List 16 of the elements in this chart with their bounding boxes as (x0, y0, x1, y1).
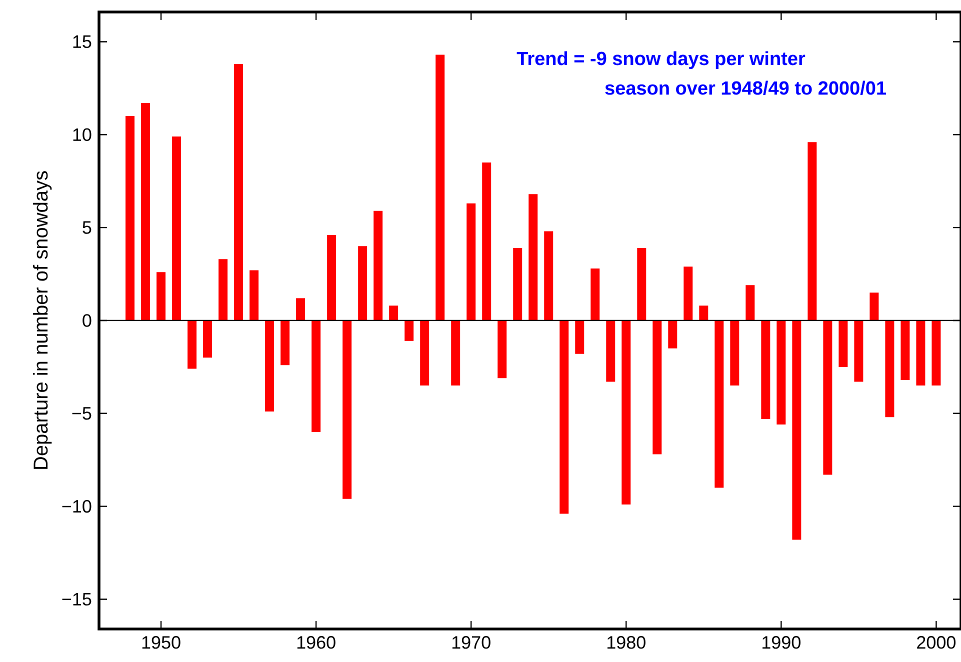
annotation: season over 1948/49 to 2000/01 (605, 80, 886, 95)
y-tick-label: −15 (62, 592, 92, 606)
x-tick-label: 1960 (297, 636, 336, 649)
y-tick-label: 5 (82, 221, 92, 234)
y-tick-label: −5 (72, 407, 92, 420)
y-tick-label: 0 (82, 314, 92, 327)
y-tick-label: −10 (62, 500, 92, 513)
x-tick-label: 2000 (917, 636, 956, 649)
x-tick-label: 1980 (607, 636, 646, 649)
y-tick-label: 10 (73, 128, 92, 142)
annotation: Trend = -9 snow days per winter (516, 51, 806, 69)
y-tick-label: 15 (73, 35, 92, 48)
y-axis-title: Departure in number of snowdays (33, 171, 52, 469)
x-tick-label: 1990 (762, 636, 800, 649)
x-tick-label: 1950 (142, 636, 180, 649)
x-tick-label: 1970 (452, 636, 490, 649)
